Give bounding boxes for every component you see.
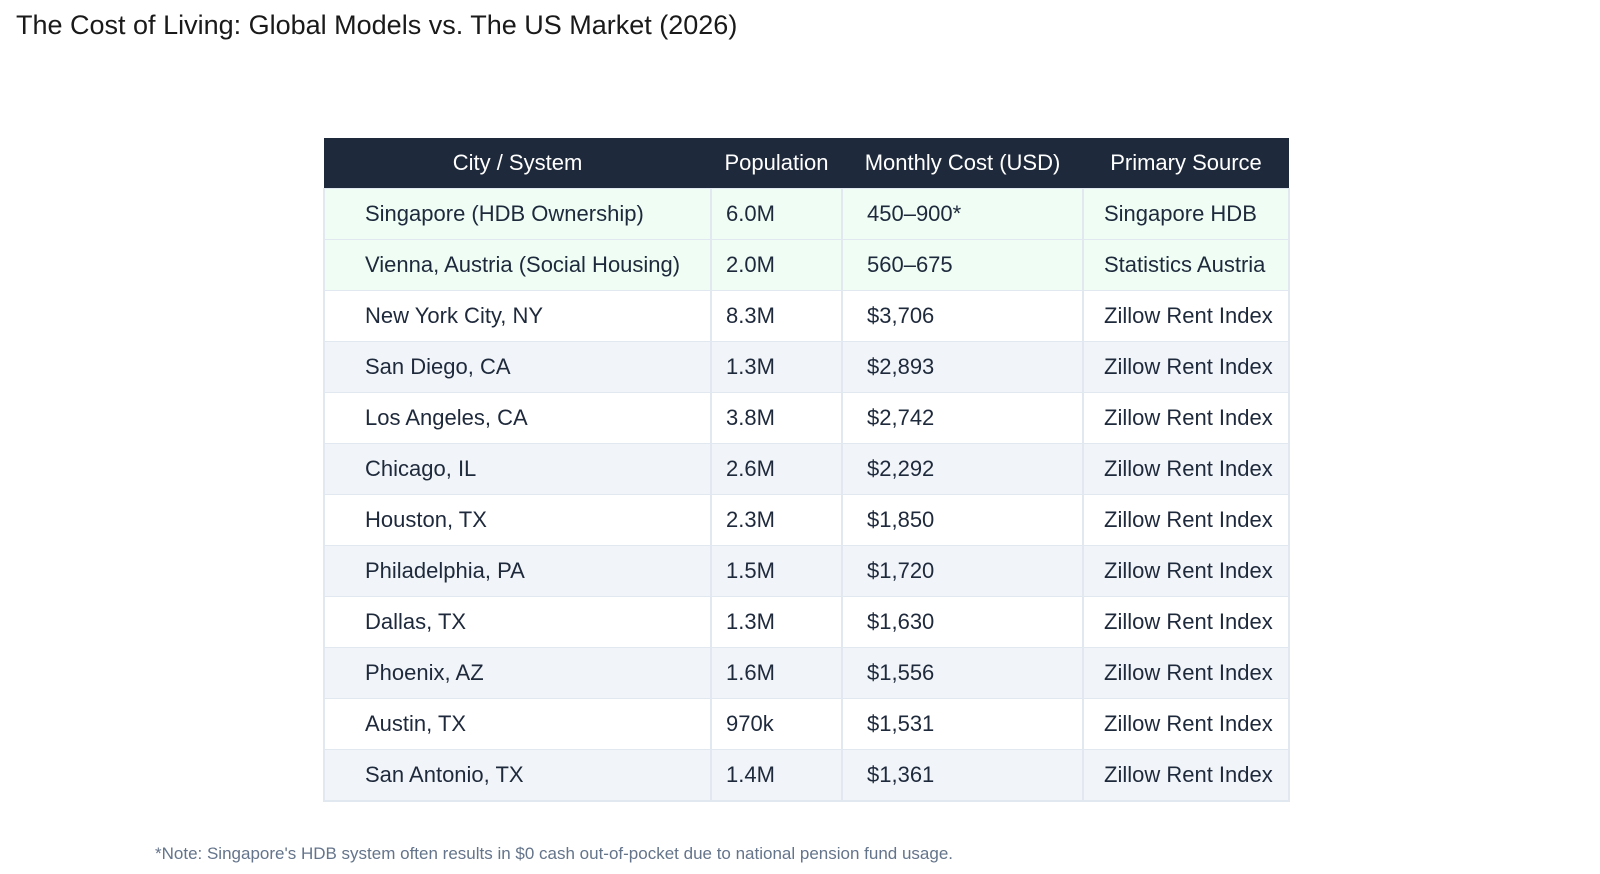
cell-population: 970k	[710, 698, 843, 750]
cell-population: 2.3M	[710, 494, 843, 546]
cell-population: 2.0M	[710, 239, 843, 291]
table-container: City / System Population Monthly Cost (U…	[323, 138, 1290, 802]
cell-primary-source: Zillow Rent Index	[1082, 698, 1290, 750]
cell-monthly-cost: $2,292	[841, 443, 1084, 495]
cell-population: 6.0M	[710, 188, 843, 240]
cell-monthly-cost: 450–900*	[841, 188, 1084, 240]
cell-monthly-cost: $1,720	[841, 545, 1084, 597]
table-row: Chicago, IL 2.6M $2,292 Zillow Rent Index	[323, 443, 1290, 495]
header-monthly-cost: Monthly Cost (USD)	[842, 138, 1083, 189]
cell-primary-source: Zillow Rent Index	[1082, 647, 1290, 699]
cell-city: Los Angeles, CA	[323, 392, 712, 444]
table-row: San Diego, CA 1.3M $2,893 Zillow Rent Index	[323, 341, 1290, 393]
cell-city: New York City, NY	[323, 290, 712, 342]
cell-city: Chicago, IL	[323, 443, 712, 495]
table-row: Los Angeles, CA 3.8M $2,742 Zillow Rent Ind…	[323, 392, 1290, 444]
table-row: Vienna, Austria (Social Housing) 2.0M 560–…	[323, 239, 1290, 291]
cell-population: 1.6M	[710, 647, 843, 699]
cell-population: 1.5M	[710, 545, 843, 597]
cell-primary-source: Zillow Rent Index	[1082, 545, 1290, 597]
table-row: Philadelphia, PA 1.5M $1,720 Zillow Rent In…	[323, 545, 1290, 597]
cell-primary-source: Zillow Rent Index	[1082, 494, 1290, 546]
cell-city: Houston, TX	[323, 494, 712, 546]
cost-of-living-table: City / System Population Monthly Cost (U…	[323, 138, 1290, 802]
table-row: San Antonio, TX 1.4M $1,361 Zillow Rent Ind…	[323, 749, 1290, 802]
cell-primary-source: Zillow Rent Index	[1082, 749, 1290, 802]
cell-primary-source: Zillow Rent Index	[1082, 341, 1290, 393]
cell-primary-source: Statistics Austria	[1082, 239, 1290, 291]
cell-monthly-cost: $1,361	[841, 749, 1084, 802]
header-city: City / System	[324, 138, 711, 189]
cell-primary-source: Singapore HDB	[1082, 188, 1290, 240]
cell-primary-source: Zillow Rent Index	[1082, 596, 1290, 648]
cell-primary-source: Zillow Rent Index	[1082, 290, 1290, 342]
cell-city: San Antonio, TX	[323, 749, 712, 802]
table-row: Austin, TX 970k $1,531 Zillow Rent Index	[323, 698, 1290, 750]
cell-population: 3.8M	[710, 392, 843, 444]
cell-monthly-cost: $2,893	[841, 341, 1084, 393]
table-row: Dallas, TX 1.3M $1,630 Zillow Rent Index	[323, 596, 1290, 648]
table-header-row: City / System Population Monthly Cost (U…	[324, 138, 1289, 189]
footnote: *Note: Singapore's HDB system often resu…	[155, 844, 953, 863]
cell-monthly-cost: $2,742	[841, 392, 1084, 444]
page-title: The Cost of Living: Global Models vs. Th…	[16, 10, 738, 40]
cell-city: San Diego, CA	[323, 341, 712, 393]
cell-primary-source: Zillow Rent Index	[1082, 443, 1290, 495]
table-row: Singapore (HDB Ownership) 6.0M 450–900* Sin…	[323, 188, 1290, 240]
cell-monthly-cost: $1,531	[841, 698, 1084, 750]
cell-city: Singapore (HDB Ownership)	[323, 188, 712, 240]
cell-city: Austin, TX	[323, 698, 712, 750]
cell-monthly-cost: $1,630	[841, 596, 1084, 648]
cell-monthly-cost: 560–675	[841, 239, 1084, 291]
table-row: Houston, TX 2.3M $1,850 Zillow Rent Index	[323, 494, 1290, 546]
cell-monthly-cost: $1,850	[841, 494, 1084, 546]
cell-population: 8.3M	[710, 290, 843, 342]
cell-monthly-cost: $3,706	[841, 290, 1084, 342]
header-population: Population	[711, 138, 842, 189]
cell-city: Phoenix, AZ	[323, 647, 712, 699]
table-row: Phoenix, AZ 1.6M $1,556 Zillow Rent Index	[323, 647, 1290, 699]
cell-primary-source: Zillow Rent Index	[1082, 392, 1290, 444]
table-body: Singapore (HDB Ownership) 6.0M 450–900* Sin…	[323, 188, 1290, 802]
table-row: New York City, NY 8.3M $3,706 Zillow Rent I…	[323, 290, 1290, 342]
cell-city: Vienna, Austria (Social Housing)	[323, 239, 712, 291]
cell-city: Dallas, TX	[323, 596, 712, 648]
cell-population: 1.4M	[710, 749, 843, 802]
cell-population: 1.3M	[710, 596, 843, 648]
header-primary-source: Primary Source	[1083, 138, 1289, 189]
cell-population: 1.3M	[710, 341, 843, 393]
cell-monthly-cost: $1,556	[841, 647, 1084, 699]
cell-population: 2.6M	[710, 443, 843, 495]
cell-city: Philadelphia, PA	[323, 545, 712, 597]
